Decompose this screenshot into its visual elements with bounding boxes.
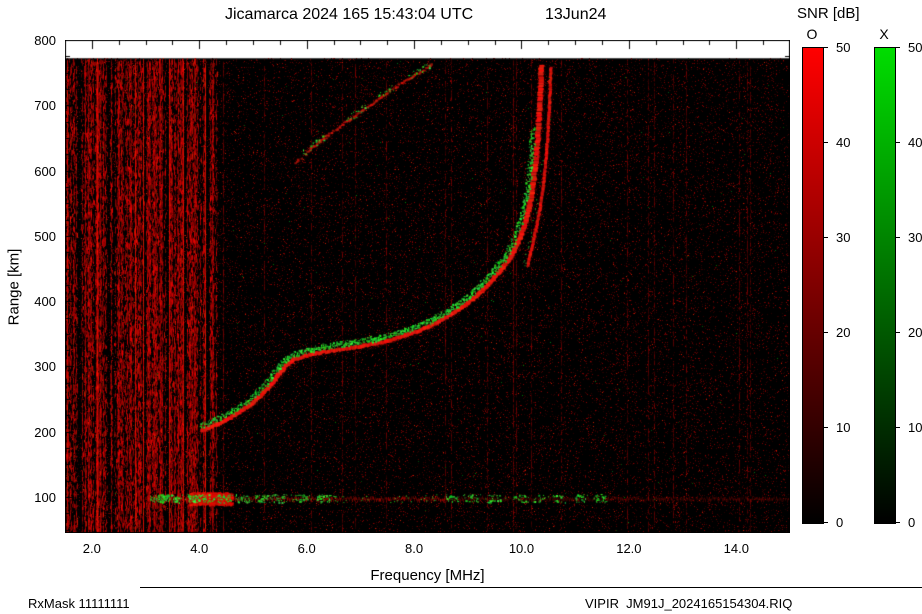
colorbar-tick-label: 40 bbox=[836, 135, 851, 150]
y-tick-label: 800 bbox=[34, 33, 56, 48]
x-mode-label: X bbox=[879, 26, 889, 42]
y-tick-label: 600 bbox=[34, 163, 56, 179]
plot-title: Jicamarca 2024 165 15:43:04 UTC bbox=[225, 6, 474, 23]
colorbar-tick-mark bbox=[895, 237, 900, 238]
colorbar-tick-label: 0 bbox=[836, 515, 844, 530]
x-tick-label: 8.0 bbox=[405, 541, 424, 556]
x-tick-label: 4.0 bbox=[190, 541, 209, 556]
colorbar-tick-label: 30 bbox=[908, 230, 922, 245]
snr-title: SNR [dB] bbox=[797, 5, 860, 22]
y-axis-label: Range [km] bbox=[5, 248, 23, 326]
plot-date: 13Jun24 bbox=[545, 6, 607, 23]
colorbar-tick-label: 30 bbox=[836, 230, 851, 245]
y-tick-label: 300 bbox=[34, 359, 56, 375]
x-tick-label: 14.0 bbox=[723, 541, 749, 556]
y-tick-label: 100 bbox=[34, 490, 56, 506]
x-tick-label: 10.0 bbox=[508, 541, 535, 556]
colorbar-tick-label: 20 bbox=[836, 325, 851, 340]
x-tick-label: 12.0 bbox=[616, 541, 642, 556]
colorbar-tick-mark bbox=[823, 47, 828, 48]
colorbar-tick-mark bbox=[895, 142, 900, 143]
colorbar-tick-label: 10 bbox=[836, 420, 851, 435]
colorbar-tick-mark bbox=[823, 332, 828, 333]
o-colorbar bbox=[802, 47, 824, 524]
colorbar-tick-label: 20 bbox=[908, 325, 922, 340]
y-tick-label: 500 bbox=[34, 228, 56, 244]
colorbar-tick-mark bbox=[823, 237, 828, 238]
colorbar-tick-label: 50 bbox=[836, 40, 851, 55]
footer-divider bbox=[140, 587, 922, 588]
ionogram-canvas bbox=[65, 40, 790, 533]
y-tick-label: 400 bbox=[34, 294, 56, 310]
colorbar-tick-mark bbox=[895, 427, 900, 428]
colorbar-tick-mark bbox=[823, 142, 828, 143]
colorbar-tick-mark bbox=[895, 522, 900, 523]
colorbar-tick-label: 0 bbox=[908, 515, 916, 530]
x-colorbar bbox=[874, 47, 896, 524]
colorbar-tick-mark bbox=[823, 522, 828, 523]
x-axis-label: Frequency [MHz] bbox=[370, 567, 485, 584]
colorbar-tick-label: 50 bbox=[908, 40, 922, 55]
colorbar-tick-mark bbox=[895, 47, 900, 48]
colorbar-tick-mark bbox=[895, 332, 900, 333]
colorbar-tick-label: 40 bbox=[908, 135, 922, 150]
o-mode-label: O bbox=[806, 26, 818, 42]
x-tick-label: 2.0 bbox=[82, 541, 101, 556]
filename-text: VIPIR JM91J_2024165154304.RIQ bbox=[585, 596, 793, 611]
colorbar-tick-mark bbox=[823, 427, 828, 428]
rxmask-text: RxMask 11111111 bbox=[28, 596, 130, 611]
y-tick-label: 200 bbox=[34, 424, 56, 440]
colorbar-tick-label: 10 bbox=[908, 420, 922, 435]
x-tick-label: 6.0 bbox=[297, 541, 316, 556]
y-tick-label: 700 bbox=[34, 98, 56, 114]
